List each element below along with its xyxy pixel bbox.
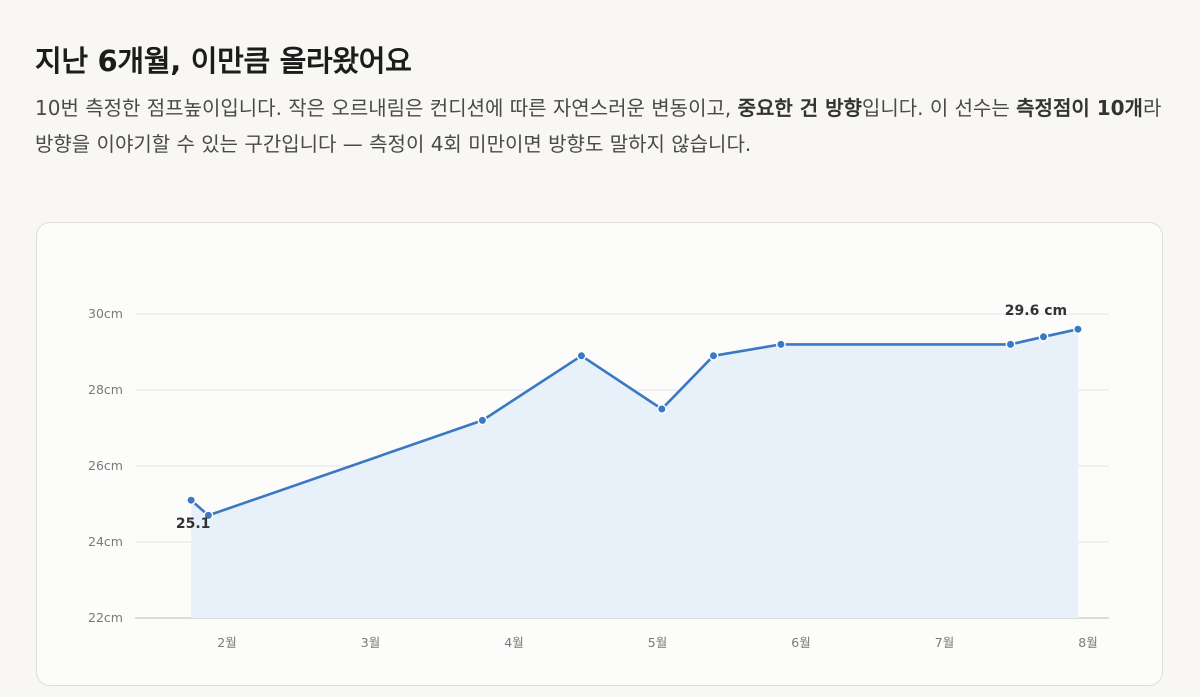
- data-point: [708, 350, 719, 361]
- description-emphasis-direction: 중요한 건 방향: [737, 96, 862, 120]
- jump-height-chart: 22cm 24cm 26cm 28cm 30cm 2월 3월 4월 5월 6월 7월 8월 25.1 29…: [88, 303, 1109, 650]
- x-tick-label: 5월: [648, 635, 667, 650]
- first-value-label: 25.1: [176, 516, 211, 532]
- y-tick-label: 22cm: [88, 610, 123, 625]
- x-tick-label: 4월: [504, 635, 523, 650]
- data-point: [477, 415, 488, 426]
- data-point: [186, 495, 197, 506]
- x-tick-label: 2월: [217, 635, 236, 650]
- data-point: [1038, 331, 1049, 342]
- area-fill: [191, 329, 1078, 618]
- y-tick-label: 24cm: [88, 534, 123, 549]
- chart-card: 22cm 24cm 26cm 28cm 30cm 2월 3월 4월 5월 6월 7월 8월 25.1 29…: [36, 222, 1163, 686]
- data-point: [656, 404, 667, 414]
- data-point: [576, 350, 587, 361]
- x-tick-label: 3월: [361, 635, 380, 650]
- description-text-2: 입니다. 이 선수는: [861, 96, 1017, 120]
- series-line: [189, 327, 1080, 517]
- data-point: [203, 510, 214, 521]
- description: 10번 측정한 점프높이입니다. 작은 오르내림은 컨디션에 따른 자연스러운 …: [35, 90, 1165, 162]
- y-tick-label: 30cm: [88, 306, 123, 321]
- y-tick-label: 26cm: [88, 458, 123, 473]
- y-tick-label: 28cm: [88, 382, 123, 397]
- data-point: [776, 339, 786, 350]
- x-tick-label: 7월: [935, 635, 954, 650]
- last-value-label: 29.6 cm: [1005, 303, 1067, 319]
- description-text-3: 라 방향을 이야기할 수 있는 구간입니다 — 측정이 4회 미만이면 방향도 …: [35, 96, 1162, 156]
- page-title: 지난 6개월, 이만큼 올라왔어요: [35, 44, 412, 78]
- x-tick-label: 8월: [1078, 635, 1097, 650]
- x-tick-label: 6월: [791, 635, 810, 650]
- data-point: [1005, 339, 1016, 350]
- data-point: [1073, 324, 1083, 335]
- description-text-1: 10번 측정한 점프높이입니다. 작은 오르내림은 컨디션에 따른 자연스러운 …: [35, 96, 738, 120]
- description-emphasis-count: 측정점이 10개: [1016, 96, 1143, 120]
